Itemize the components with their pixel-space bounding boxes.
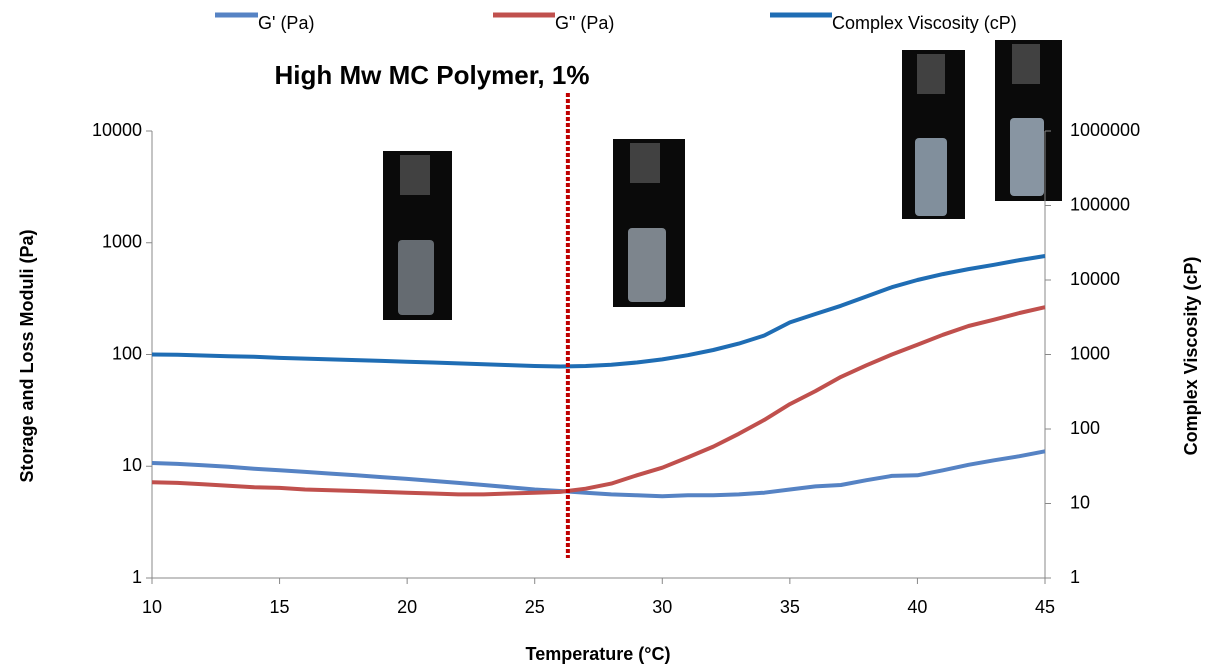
y2-tick-label: 1000 [1070,343,1110,363]
chart: High Mw MC Polymer, 1% Temperature (°C) … [0,0,1206,668]
y2-tick-label: 1 [1070,567,1080,587]
y-tick-label: 1000 [102,232,142,252]
y-tick-label: 1 [132,567,142,587]
y-tick-label: 10000 [92,120,142,140]
legend-label: G' (Pa) [258,13,314,33]
series-line [152,256,1045,367]
x-tick-label: 25 [525,597,545,617]
vial-photo [383,151,452,320]
x-axis-title: Temperature (°C) [526,644,671,664]
y2-axis-title: Complex Viscosity (cP) [1181,257,1201,456]
y2-tick-label: 10000 [1070,269,1120,289]
x-tick-label: 40 [907,597,927,617]
x-tick-label: 35 [780,597,800,617]
x-tick-label: 15 [270,597,290,617]
vial-photo [995,40,1062,201]
y-axis-title: Storage and Loss Moduli (Pa) [17,229,37,482]
y-tick-label: 100 [112,343,142,363]
x-tick-label: 30 [652,597,672,617]
legend-label: Complex Viscosity (cP) [832,13,1017,33]
y-tick-label: 10 [122,455,142,475]
vial-photo [902,50,965,219]
y2-tick-label: 100000 [1070,194,1130,214]
x-tick-label: 45 [1035,597,1055,617]
y2-tick-label: 10 [1070,492,1090,512]
legend-label: G" (Pa) [555,13,614,33]
x-tick-label: 20 [397,597,417,617]
y2-tick-label: 100 [1070,418,1100,438]
y2-tick-label: 1000000 [1070,120,1140,140]
series-line [152,307,1045,494]
x-tick-label: 10 [142,597,162,617]
chart-title: High Mw MC Polymer, 1% [275,60,590,90]
vial-photo [613,139,685,307]
